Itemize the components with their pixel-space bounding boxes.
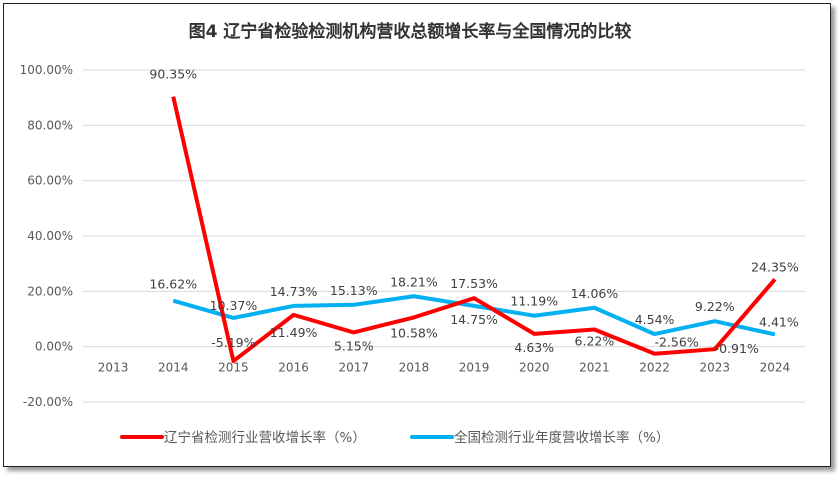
x-tick-label: 2022: [639, 361, 670, 375]
data-label: 10.58%: [390, 325, 438, 340]
data-label: 4.54%: [635, 312, 675, 327]
data-label: 15.13%: [330, 283, 378, 298]
x-tick-label: 2016: [278, 361, 309, 375]
data-label: 9.22%: [695, 299, 735, 314]
data-label: 6.22%: [575, 333, 615, 348]
y-tick-label: 100.00%: [20, 63, 73, 77]
y-tick-label: 20.00%: [27, 284, 73, 298]
legend-label: 辽宁省检测行业营收增长率（%）: [164, 429, 366, 446]
data-label: 24.35%: [751, 259, 799, 274]
data-label: 90.35%: [149, 67, 197, 82]
x-tick-label: 2019: [459, 361, 490, 375]
chart-frame: [3, 3, 831, 467]
x-tick-label: 2014: [158, 361, 189, 375]
data-label: 10.37%: [210, 298, 258, 313]
series-line-0: [171, 96, 777, 364]
data-label: -2.56%: [654, 335, 698, 350]
y-tick-label: 40.00%: [27, 229, 73, 243]
data-label: 5.15%: [334, 338, 374, 353]
data-label: 14.06%: [571, 286, 619, 301]
x-tick-label: 2015: [218, 361, 249, 375]
chart-title: 图4 辽宁省检验检测机构营收总额增长率与全国情况的比较: [189, 21, 632, 42]
x-tick-label: 2024: [760, 361, 791, 375]
data-label: -0.91%: [715, 341, 759, 356]
x-tick-label: 2023: [699, 361, 730, 375]
x-tick-label: 2017: [338, 361, 369, 375]
data-label: 14.75%: [450, 312, 498, 327]
data-label: 11.49%: [270, 325, 318, 340]
data-label: 4.63%: [514, 340, 554, 355]
data-label: 4.41%: [759, 314, 799, 329]
series-line-1: [172, 294, 776, 337]
legend-label: 全国检测行业年度营收增长率（%）: [454, 429, 669, 446]
y-tick-label: 0.00%: [35, 340, 73, 354]
y-tick-label: -20.00%: [23, 395, 73, 409]
data-label: -5.19%: [211, 335, 255, 350]
x-tick-label: 2013: [98, 361, 129, 375]
y-tick-label: 60.00%: [27, 174, 73, 188]
y-tick-label: 80.00%: [27, 118, 73, 132]
x-tick-label: 2020: [519, 361, 550, 375]
data-label: 11.19%: [510, 294, 558, 309]
x-tick-label: 2021: [579, 361, 610, 375]
data-label: 14.73%: [270, 284, 318, 299]
data-label: 16.62%: [149, 277, 197, 292]
x-tick-label: 2018: [399, 361, 430, 375]
data-label: 18.21%: [390, 274, 438, 289]
data-label: 17.53%: [450, 276, 498, 291]
